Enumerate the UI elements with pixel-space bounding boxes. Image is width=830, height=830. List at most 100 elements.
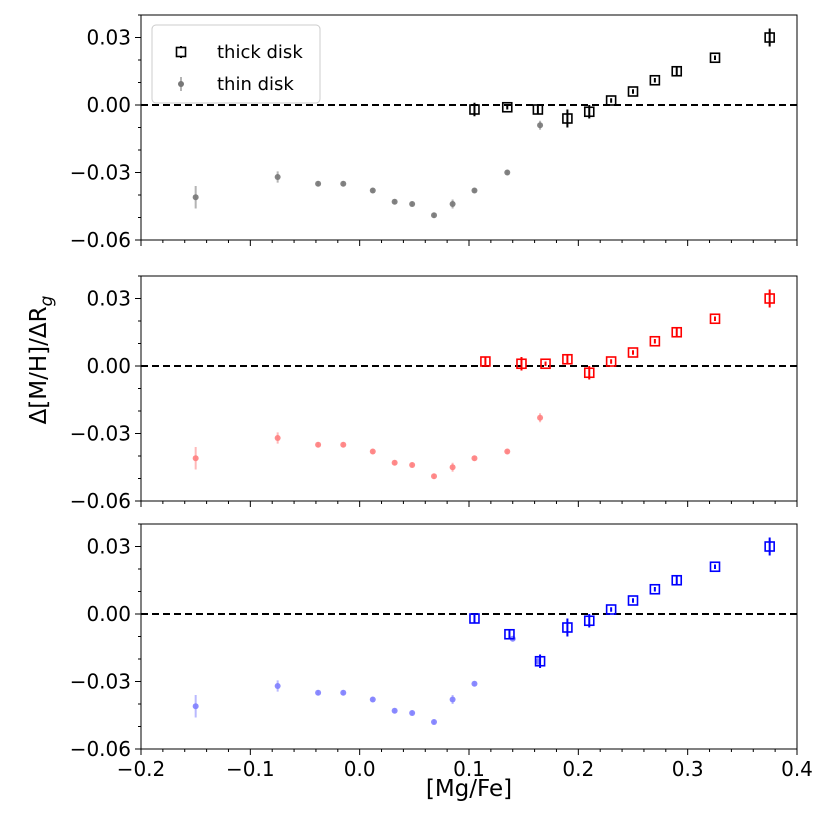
plot-frame: [140, 14, 798, 241]
thick-disk-point: [709, 313, 721, 325]
thick-disk-point: [649, 335, 661, 347]
thick-disk-point: [627, 347, 639, 358]
thin-disk-point: [409, 201, 416, 207]
thick-disk-point: [501, 101, 513, 113]
thick-disk-point: [504, 628, 515, 640]
thick-disk-point: [649, 583, 661, 595]
legend-thick-marker: [175, 46, 187, 58]
thin-disk-point: [391, 198, 398, 205]
thick-disk-point: [671, 326, 683, 338]
thick-disk-point: [532, 104, 544, 115]
y-axis-label-subscript: g: [37, 295, 57, 306]
thin-disk-point: [315, 441, 322, 448]
thick-disk-point: [605, 604, 617, 615]
thick-disk-point: [583, 106, 595, 118]
x-axis-label: [Mg/Fe]: [426, 776, 512, 802]
x-tick-label: 0.2: [562, 757, 594, 781]
thin-disk-point: [431, 473, 438, 480]
thick-disk-point: [562, 622, 573, 633]
thick-disk-point: [764, 32, 775, 43]
thick-disk-point: [583, 367, 595, 379]
legend-thin-marker: [178, 81, 184, 87]
y-tick-label: 0.00: [86, 354, 131, 378]
y-tick-label: −0.03: [70, 422, 131, 446]
thick-disk-point: [649, 74, 661, 86]
legend-label-thin-disk: thin disk: [217, 74, 294, 95]
x-tick-label: −0.1: [226, 757, 275, 781]
plot-frame: [140, 523, 798, 750]
thick-disk-point: [709, 52, 721, 64]
thick-disk-point: [562, 113, 573, 124]
thin-disk-point: [369, 448, 376, 455]
thin-disk-point: [471, 187, 478, 194]
thin-disk-point: [315, 180, 322, 187]
thin-disk-point: [537, 122, 544, 129]
thin-disk-point: [192, 703, 199, 710]
thin-disk-point: [504, 169, 511, 176]
thin-disk-point: [274, 435, 281, 441]
y-tick-label: −0.03: [70, 161, 131, 185]
y-tick-label: 0.03: [86, 535, 131, 559]
thin-disk-point: [504, 448, 511, 455]
thick-disk-point: [469, 613, 480, 624]
plot-frame: [140, 275, 798, 502]
thick-disk-point: [627, 595, 639, 606]
thin-disk-point: [431, 719, 438, 725]
thick-disk-point: [671, 574, 683, 586]
thick-disk-point: [764, 541, 775, 552]
x-tick-label: 0.1: [453, 757, 485, 781]
thick-disk-point: [709, 561, 721, 573]
thick-disk-point: [516, 358, 527, 370]
thin-disk-point: [340, 441, 347, 448]
thin-disk-point: [315, 689, 322, 696]
thin-disk-point: [409, 462, 416, 468]
panels-group: 0.030.00−0.03−0.060.030.00−0.03−0.06−0.2…: [70, 14, 813, 781]
thin-disk-point: [471, 680, 478, 687]
thin-disk-point: [369, 187, 376, 194]
thin-disk-point: [471, 455, 478, 462]
thick-disk-point: [671, 65, 683, 77]
thin-disk-point: [391, 459, 398, 466]
x-tick-label: 0.0: [344, 757, 376, 781]
thin-disk-point: [449, 696, 456, 703]
thin-disk-point: [369, 696, 376, 703]
x-tick-label: 0.3: [672, 757, 704, 781]
thick-disk-point: [764, 293, 775, 304]
thick-disk-point: [605, 95, 617, 106]
y-tick-label: 0.00: [86, 93, 131, 117]
y-axis-label-main: Δ[M/H]/ΔR: [26, 306, 52, 424]
thin-disk-point: [340, 180, 347, 187]
thin-disk-point: [409, 710, 416, 716]
thick-disk-point: [480, 356, 491, 367]
thick-disk-point: [583, 615, 595, 627]
thick-disk-point: [534, 655, 546, 667]
thin-disk-point: [192, 455, 199, 462]
thick-disk-point: [540, 358, 551, 370]
y-axis-label: Δ[M/H]/ΔRg: [26, 295, 57, 424]
thick-disk-point: [562, 353, 573, 365]
thin-disk-point: [431, 212, 438, 219]
y-tick-label: 0.03: [86, 26, 131, 50]
svg-text:Δ[M/H]/ΔRg: Δ[M/H]/ΔRg: [26, 295, 57, 424]
panel-1: 0.03 0.00 −0.03 −0.06: [70, 14, 798, 252]
y-tick-label: −0.06: [70, 737, 131, 761]
thick-disk-point: [469, 104, 480, 115]
thick-disk-point: [605, 356, 617, 367]
thin-disk-point: [449, 464, 456, 471]
thick-disk-point: [627, 86, 639, 97]
y-tick-label: 0.03: [86, 287, 131, 311]
x-tick-label: 0.4: [781, 757, 813, 781]
thin-disk-point: [449, 201, 456, 207]
y-tick-label: −0.06: [70, 228, 131, 252]
thin-disk-point: [274, 683, 281, 689]
x-tick-label: −0.2: [117, 757, 166, 781]
y-tick-label: −0.03: [70, 670, 131, 694]
thin-disk-point: [192, 194, 199, 201]
thin-disk-point: [391, 707, 398, 714]
thin-disk-point: [537, 414, 544, 421]
panel-3: −0.2 −0.1 0.0 0.1 0.2 0.3 0.4 0.03 0.00 −0.03 −0.0…: [70, 523, 813, 781]
legend: thick disk thin disk: [151, 24, 321, 104]
y-tick-label: −0.06: [70, 489, 131, 513]
legend-label-thick-disk: thick disk: [217, 42, 303, 63]
